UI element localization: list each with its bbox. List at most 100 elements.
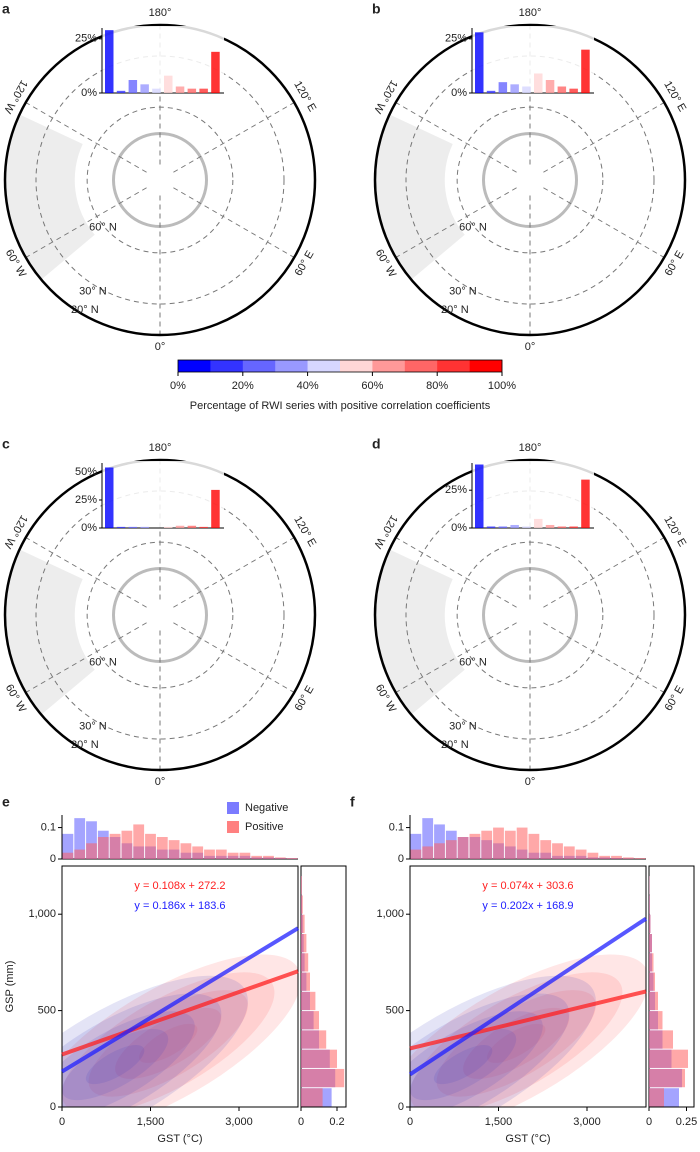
contour — [62, 1011, 195, 1107]
latitude-label: 20° N — [441, 739, 469, 751]
hist-bar — [74, 849, 86, 859]
latitude-label: 60° N — [459, 657, 487, 669]
x-axis-title: GST (°C) — [505, 1133, 550, 1145]
hist-bar — [168, 840, 180, 859]
inset-tick-label: 0% — [81, 87, 97, 99]
hist-bar — [204, 849, 215, 859]
longitude-label: 120° E — [661, 79, 688, 114]
ocean-region — [375, 549, 465, 715]
hist-bar — [649, 1011, 663, 1030]
x-axis-title: GST (°C) — [157, 1133, 202, 1145]
longitude-label: 180° — [519, 442, 542, 454]
inset-bg — [472, 26, 594, 93]
hist-bar — [301, 914, 305, 933]
contour — [410, 972, 623, 1107]
panel-letter: c — [2, 436, 10, 452]
hist-bar — [301, 895, 303, 914]
hist-bar — [493, 827, 504, 859]
colorbar-cell — [469, 360, 503, 372]
plot-frame — [409, 865, 647, 1108]
colorbar-tick-label: 60% — [361, 380, 383, 392]
inset-bar — [128, 80, 138, 93]
colorbar-cell — [210, 360, 244, 372]
inset-bar — [557, 526, 567, 528]
inset-bar — [557, 86, 567, 93]
hist-bar — [410, 849, 422, 859]
y-tick-label: 0 — [50, 1101, 56, 1113]
contour — [138, 1023, 198, 1063]
panel-letter: f — [350, 794, 355, 810]
contour — [433, 1045, 493, 1085]
longitude-label: 180° — [149, 442, 172, 454]
longitude-label: 180° — [519, 7, 542, 19]
ocean-region — [4, 549, 95, 715]
contour — [410, 1029, 517, 1101]
contour — [486, 1023, 546, 1063]
hist-bar — [274, 857, 286, 859]
inset-bar — [545, 524, 555, 528]
fit-line — [409, 989, 647, 1051]
colorbar-frame — [177, 359, 503, 373]
colorbar-cell — [340, 360, 373, 372]
panel-letter: a — [2, 1, 10, 17]
inset-bar — [152, 88, 161, 93]
longitude-label: 0° — [525, 341, 536, 353]
plot-frame — [61, 865, 299, 1108]
hist-bar — [239, 852, 251, 859]
inset-bar — [522, 86, 531, 93]
hist-tick-label: 0.1 — [389, 821, 404, 833]
hist-bar — [649, 895, 650, 914]
contour — [85, 1045, 145, 1085]
longitude-label: 120° W — [371, 78, 400, 116]
hist-bar — [301, 1068, 345, 1088]
inset-bar — [175, 525, 185, 528]
fit-equation: y = 0.186x + 183.6 — [134, 900, 225, 912]
inset-bar — [534, 518, 543, 528]
inset-tick-label: 50% — [75, 466, 97, 478]
y-tick-label: 1,000 — [28, 908, 56, 920]
hist-bar — [649, 1030, 673, 1049]
hist-bar — [86, 843, 97, 859]
x-tick-label: 3,000 — [573, 1116, 601, 1128]
fit-line — [60, 926, 300, 1074]
fit-equation: y = 0.108x + 272.2 — [134, 880, 225, 892]
inset-bar — [199, 88, 208, 93]
hist-bar — [215, 849, 227, 859]
hist-bar — [301, 972, 310, 991]
colorbar-cell — [242, 360, 276, 372]
hist-bar — [457, 837, 469, 859]
hist-bar — [611, 855, 622, 859]
longitude-label: 0° — [155, 341, 166, 353]
inset-bar — [475, 32, 484, 93]
map-border — [373, 458, 687, 772]
latitude-label: 30° N — [79, 721, 107, 733]
hist-bar — [649, 1088, 664, 1107]
land-outline — [482, 132, 578, 228]
inset-bar — [140, 526, 149, 528]
inset-bar — [116, 526, 126, 528]
inset-bar — [545, 80, 555, 93]
latitude-label: 20° N — [71, 739, 99, 751]
hist-bar — [540, 840, 552, 859]
hist-tick-label: 0 — [50, 853, 56, 865]
hist-tick-label: 0 — [646, 1116, 652, 1128]
hist-bar — [263, 855, 274, 859]
inset-bar — [581, 479, 590, 528]
inset-tick-label: 25% — [75, 494, 97, 506]
inset-bar — [187, 525, 197, 528]
hist-bar — [180, 843, 192, 859]
inset-bg — [102, 26, 224, 93]
hist-bar — [434, 843, 445, 859]
latitude-circle — [405, 490, 655, 740]
meridian — [173, 187, 295, 258]
map-border — [3, 23, 317, 337]
latitude-label: 30° N — [79, 286, 107, 298]
panel-letter: e — [2, 794, 10, 810]
legend-swatch — [227, 802, 239, 814]
hist-bar — [422, 818, 434, 859]
meridian — [543, 102, 665, 173]
hist-bar — [481, 830, 493, 859]
inset-tick-label: 0% — [451, 87, 467, 99]
hist-tick-label: 0.2 — [329, 1116, 344, 1128]
